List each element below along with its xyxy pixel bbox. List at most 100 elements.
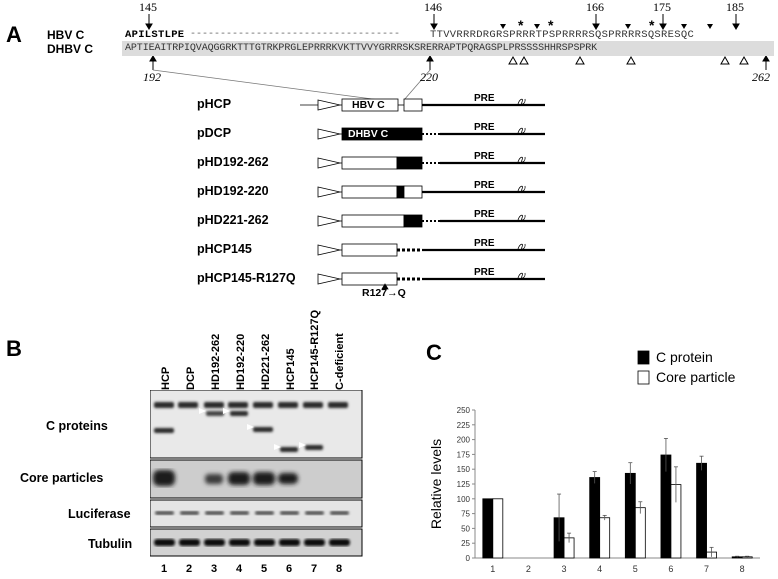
panel-b-letter: B [6, 336, 22, 361]
panel-a-letter: A [6, 22, 22, 47]
position-220: 220 [420, 70, 438, 84]
construct-label-phcp145-r127q: pHCP145-R127Q [197, 271, 296, 285]
y-tick-label: 150 [457, 465, 471, 474]
construct-phcp145-diagram [317, 243, 545, 257]
construct-phcp145-r127q-diagram [317, 272, 545, 290]
construct-diagrams [300, 98, 545, 290]
lane-number-8: 8 [336, 563, 343, 575]
hbv-sequence-gap: ----------------------------------- [190, 29, 401, 40]
phospho-site-markers [500, 24, 713, 29]
construct-pdcp-diagram [317, 127, 545, 141]
y-tick-label: 100 [457, 495, 471, 504]
y-tick-label: 25 [461, 539, 470, 548]
row-label-core-particles: Core particles [20, 471, 104, 485]
lane-label-hcp: HCP [160, 366, 172, 390]
construct-phd192-262-diagram [317, 156, 545, 170]
hbv-sequence-left: APILSTLPE [125, 29, 185, 41]
hbv-c-label: HBV C [47, 28, 85, 42]
pre-label-5: PRE [474, 209, 495, 220]
y-tick-label: 75 [461, 510, 470, 519]
position-146: 146 [424, 0, 442, 14]
bar-c-protein-7 [696, 462, 707, 559]
lane-label-hcp145-r127q: HCP145-R127Q [309, 309, 321, 390]
position-185: 185 [726, 0, 744, 14]
bar-core-particle-5 [634, 507, 646, 559]
pre-label-2: PRE [474, 122, 495, 133]
construct-phd192-220-diagram [317, 185, 545, 199]
construct-label-phcp145: pHCP145 [197, 242, 252, 256]
x-tick-label: 1 [490, 564, 495, 574]
mutation-label: R127→Q [362, 287, 406, 299]
y-tick-label: 125 [457, 480, 471, 489]
bar-c-protein-1 [482, 498, 494, 559]
lane-number-1: 1 [161, 563, 168, 575]
position-166: 166 [586, 0, 604, 14]
y-tick-label: 50 [461, 524, 470, 533]
x-tick-label: 4 [597, 564, 602, 574]
bar-core-particle-1 [492, 498, 504, 559]
lane-number-4: 4 [236, 563, 243, 575]
construct-label-phd192-262: pHD192-262 [197, 155, 269, 169]
band-arrowheads [199, 408, 306, 450]
position-175: 175 [653, 0, 671, 14]
x-tick-label: 2 [526, 564, 531, 574]
y-tick-label: 0 [466, 554, 471, 563]
box-text-hbv-c: HBV C [352, 99, 385, 111]
legend-label-c-protein: C protein [656, 349, 713, 365]
y-tick-label: 225 [457, 421, 471, 430]
bar-core-particle-4 [599, 517, 611, 559]
construct-label-phd221-262: pHD221-262 [197, 213, 269, 227]
panel-c-letter: C [426, 340, 442, 365]
construct-label-phcp: pHCP [197, 97, 232, 111]
x-tick-label: 8 [740, 564, 745, 574]
x-tick-label: 6 [668, 564, 673, 574]
construct-label-pdcp: pDCP [197, 126, 232, 140]
x-tick-label: 3 [562, 564, 567, 574]
bar-c-protein-5 [624, 472, 636, 559]
lane-label-hd192-220: HD192-220 [235, 333, 247, 390]
y-tick-label: 200 [457, 436, 471, 445]
pre-label-7: PRE [474, 267, 495, 278]
pre-label-4: PRE [474, 180, 495, 191]
y-axis-label: Relative levels [428, 439, 444, 529]
pre-label-1: PRE [474, 93, 495, 104]
row-label-c-proteins: C proteins [46, 419, 108, 433]
asterisk-markers: * * * [518, 17, 655, 33]
position-145: 145 [139, 0, 157, 14]
lane-number-5: 5 [261, 563, 268, 575]
open-triangle-markers [508, 55, 749, 65]
pre-label-3: PRE [474, 151, 495, 162]
svg-text:*: * [518, 17, 524, 33]
legend-swatch-c-protein [637, 350, 650, 365]
row-label-luciferase: Luciferase [68, 507, 131, 521]
x-tick-label: 5 [633, 564, 638, 574]
lane-number-3: 3 [211, 563, 218, 575]
bar-c-protein-4 [589, 477, 601, 559]
row-label-tubulin: Tubulin [88, 537, 133, 551]
construct-phcp-diagram [300, 98, 545, 112]
dhbv-sequence: APTIEAITRPIQVAQGGRKTTTGTRKPRGLEPRRRKVKTT… [125, 43, 598, 54]
lane-number-2: 2 [186, 563, 193, 575]
construct-label-phd192-220: pHD192-220 [197, 184, 269, 198]
pre-label-6: PRE [474, 238, 495, 249]
lane-number-6: 6 [286, 563, 293, 575]
western-blot-image [150, 390, 363, 557]
lane-label-dcp: DCP [185, 366, 197, 390]
position-192: 192 [143, 70, 161, 84]
lane-number-7: 7 [311, 563, 318, 575]
legend-label-core-particle: Core particle [656, 369, 736, 385]
sequence-position-markers: * * * [122, 14, 774, 100]
lane-label-hd192-262: HD192-262 [210, 333, 222, 390]
construct-phd221-262-diagram [317, 214, 545, 228]
x-tick-label: 7 [704, 564, 709, 574]
position-262: 262 [752, 70, 770, 84]
lane-label-hd221-262: HD221-262 [260, 333, 272, 390]
hbv-sequence-right: TTVVRRRDRGRSPRRRTPSPRRRRSQSPRRRRSQSRESQC [430, 29, 695, 41]
legend-swatch-core-particle [637, 370, 650, 385]
lane-label-c-deficient: C-deficient [334, 333, 346, 390]
y-tick-label: 175 [457, 450, 471, 459]
svg-text:*: * [649, 17, 655, 33]
lane-label-hcp145: HCP145 [285, 348, 297, 390]
y-tick-label: 250 [457, 406, 471, 415]
